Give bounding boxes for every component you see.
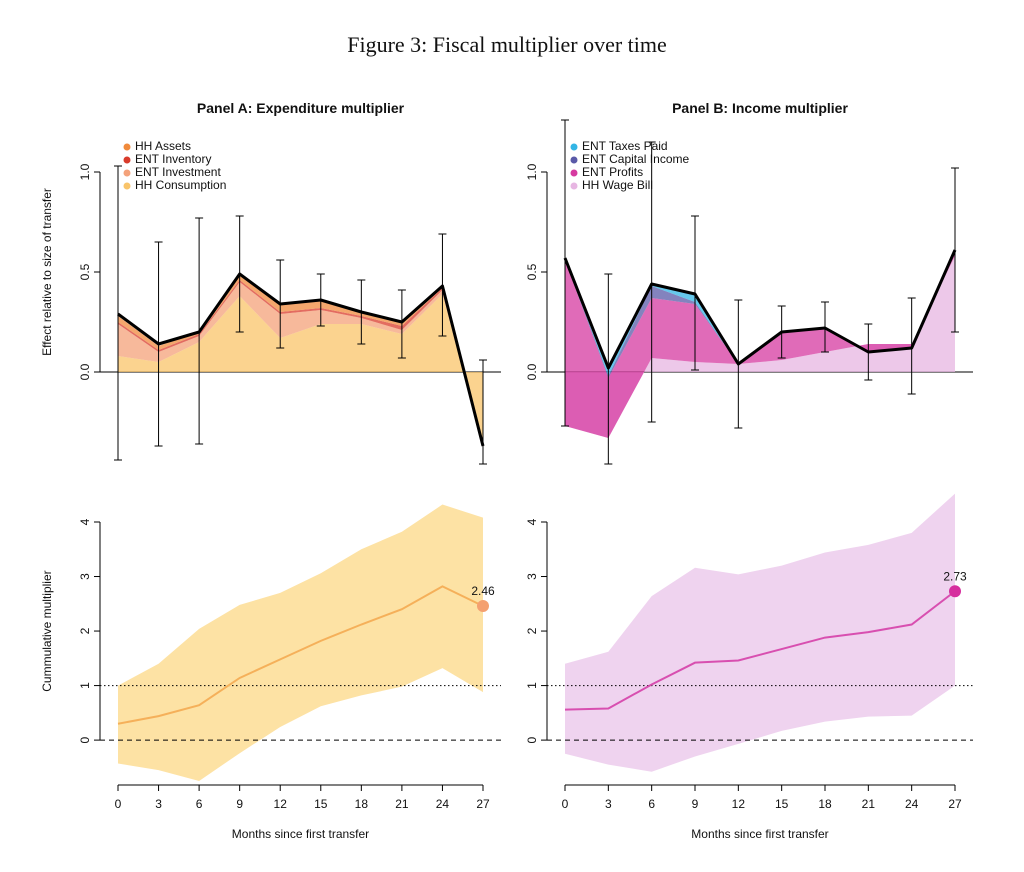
y-tick-label: 1 — [78, 682, 92, 689]
x-tick-label: 9 — [236, 797, 243, 811]
x-tick-label: 21 — [395, 797, 409, 811]
confidence-band — [565, 493, 955, 772]
line — [564, 590, 956, 711]
legend-swatch — [123, 169, 131, 177]
x-tick-label: 0 — [562, 797, 569, 811]
line — [117, 585, 484, 725]
y-tick-label: 2 — [525, 627, 539, 634]
panel-title: Panel B: Income multiplier — [672, 100, 848, 116]
y-tick-label: 0.0 — [525, 363, 539, 380]
stacked-area — [565, 250, 955, 378]
y-tick-label: 1.0 — [78, 163, 92, 180]
x-tick-label: 3 — [605, 797, 612, 811]
x-tick-label: 0 — [115, 797, 122, 811]
legend-label: ENT Profits — [582, 165, 643, 179]
legend-swatch — [123, 143, 131, 151]
legend-label: ENT Inventory — [135, 152, 211, 166]
y-tick-label: 0.0 — [78, 363, 92, 380]
legend-swatch — [570, 143, 578, 151]
legend-swatch — [570, 156, 578, 164]
x-tick-label: 3 — [155, 797, 162, 811]
panel-title: Panel A: Expenditure multiplier — [197, 100, 405, 116]
x-tick-label: 24 — [905, 797, 919, 811]
stacked-area — [118, 280, 483, 446]
y-tick-label: 0 — [78, 736, 92, 743]
figure-title: Figure 3: Fiscal multiplier over time — [347, 32, 667, 57]
stacked-area — [118, 294, 483, 446]
total-line — [563, 249, 957, 370]
x-tick-label: 9 — [692, 797, 699, 811]
x-tick-label: 12 — [732, 797, 746, 811]
y-tick-label: 0.5 — [525, 263, 539, 280]
x-tick-label: 6 — [196, 797, 203, 811]
x-axis-label: Months since first transfer — [691, 827, 828, 841]
stacked-area — [565, 250, 955, 438]
legend-label: HH Assets — [135, 139, 191, 153]
y-tick-label: 3 — [78, 573, 92, 580]
y-tick-label: 3 — [525, 573, 539, 580]
x-tick-label: 18 — [818, 797, 832, 811]
x-tick-label: 12 — [274, 797, 288, 811]
y-tick-label: 1 — [525, 682, 539, 689]
x-tick-label: 27 — [476, 797, 490, 811]
end-point — [477, 599, 489, 612]
confidence-band — [118, 504, 483, 781]
y-axis-label: Effect relative to size of transfer — [40, 188, 54, 356]
legend-label: ENT Investment — [135, 165, 221, 179]
legend-label: HH Wage Bill — [582, 178, 653, 192]
x-tick-label: 15 — [314, 797, 328, 811]
y-tick-label: 2 — [78, 627, 92, 634]
y-tick-label: 4 — [525, 518, 539, 525]
legend-swatch — [570, 182, 578, 190]
stacked-area — [565, 250, 955, 376]
total-line — [117, 272, 485, 447]
x-axis-label: Months since first transfer — [232, 827, 369, 841]
value-label: 2.46 — [471, 584, 495, 598]
legend-label: ENT Capital Income — [582, 152, 689, 166]
y-tick-label: 0 — [525, 736, 539, 743]
legend-swatch — [123, 182, 131, 190]
end-point — [949, 585, 961, 598]
y-axis-label: Cummulative multiplier — [40, 570, 54, 691]
x-tick-label: 6 — [648, 797, 655, 811]
y-tick-label: 4 — [78, 518, 92, 525]
x-tick-label: 27 — [948, 797, 962, 811]
y-tick-label: 0.5 — [78, 263, 92, 280]
x-tick-label: 18 — [355, 797, 369, 811]
y-tick-label: 1.0 — [525, 163, 539, 180]
x-tick-label: 21 — [862, 797, 876, 811]
legend-label: ENT Taxes Paid — [582, 139, 668, 153]
x-tick-label: 15 — [775, 797, 789, 811]
stacked-area — [118, 274, 483, 446]
legend-swatch — [570, 169, 578, 177]
stacked-area — [118, 282, 483, 446]
legend-label: HH Consumption — [135, 178, 226, 192]
legend-swatch — [123, 156, 131, 164]
x-tick-label: 24 — [436, 797, 450, 811]
value-label: 2.73 — [943, 569, 967, 583]
